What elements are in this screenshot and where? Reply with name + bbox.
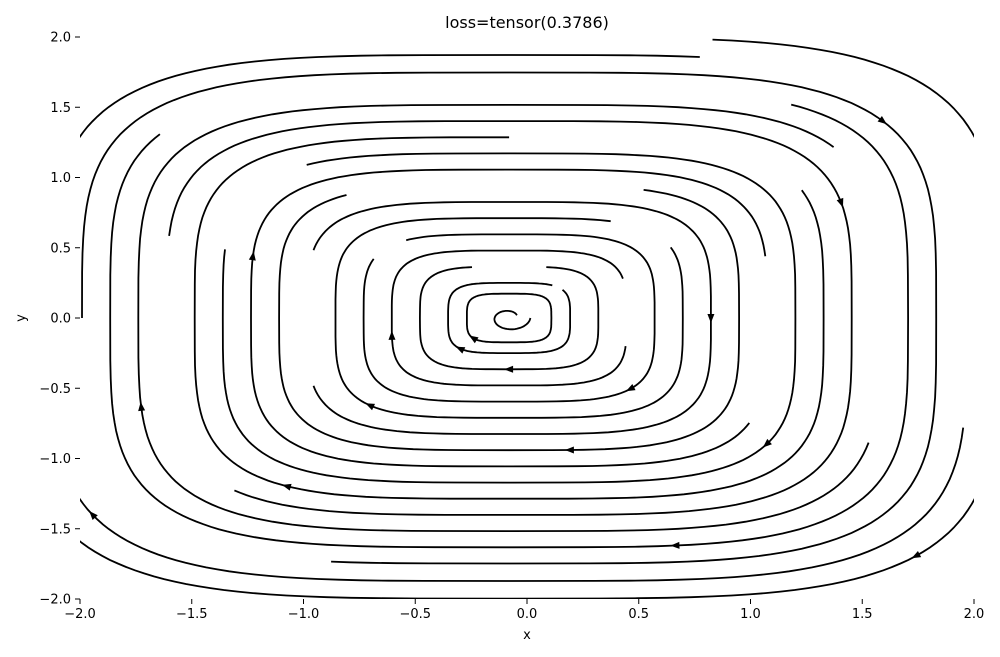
streamline-arrow (836, 197, 844, 208)
streamline-arrow (762, 438, 772, 448)
y-tick-label: 2.0 (50, 31, 71, 46)
streamline-arrow (455, 346, 466, 354)
y-tick-label: 1.5 (50, 101, 71, 116)
streamline (80, 54, 965, 582)
streamline-arrow (248, 251, 256, 261)
x-tick-label: 2.0 (964, 607, 985, 622)
y-tick-label: 1.0 (50, 171, 71, 186)
streamline (466, 292, 553, 344)
streamline-arrow (707, 313, 715, 323)
y-tick-label: −2.0 (39, 593, 71, 608)
x-tick-label: 0.0 (517, 607, 538, 622)
streamline-arrow (625, 383, 636, 392)
streamline-arrow (504, 365, 514, 373)
x-tick-label: −1.5 (176, 607, 208, 622)
streamline-arrow (89, 511, 98, 521)
streamlines (80, 38, 974, 599)
streamline-arrow (564, 446, 574, 454)
streamline (193, 136, 825, 500)
chart-title: loss=tensor(0.3786) (445, 13, 609, 32)
x-axis: −2.0 −1.5 −1.0 −0.5 0.0 0.5 1.0 1.5 2.0 (64, 599, 984, 622)
streamline-arrow (877, 115, 887, 125)
streamline (390, 249, 627, 387)
x-tick-label: −2.0 (64, 607, 96, 622)
streamline (109, 103, 910, 549)
y-tick-label: 0.0 (50, 312, 71, 327)
streamline (250, 168, 767, 468)
y-tick-label: −0.5 (39, 382, 71, 397)
streamline-arrow (911, 550, 922, 559)
streamline-arrows (89, 115, 922, 559)
streamline-arrow (670, 541, 680, 549)
y-axis-label: y (14, 314, 29, 322)
streamline-arrow (281, 483, 292, 491)
streamline (362, 233, 656, 403)
x-axis-label: x (523, 628, 531, 643)
x-tick-label: 1.0 (740, 607, 761, 622)
x-tick-label: −0.5 (399, 607, 431, 622)
streamline-arrow (469, 335, 479, 344)
y-tick-label: −1.5 (39, 522, 71, 537)
streamline (278, 189, 741, 452)
y-tick-label: 0.5 (50, 241, 71, 256)
y-tick-label: −1.0 (39, 452, 71, 467)
x-tick-label: −1.0 (288, 607, 320, 622)
streamline-arrow (138, 401, 146, 412)
x-tick-label: 1.5 (852, 607, 873, 622)
streamline (312, 201, 712, 435)
streamline (81, 71, 938, 565)
y-axis: −2.0 −1.5 −1.0 −0.5 0.0 0.5 1.0 1.5 2.0 (39, 31, 80, 608)
streamline-arrow (365, 403, 376, 411)
streamline (80, 38, 974, 599)
x-tick-label: 0.5 (628, 607, 649, 622)
streamline-arrow (388, 330, 396, 340)
center-spiral (493, 310, 532, 331)
